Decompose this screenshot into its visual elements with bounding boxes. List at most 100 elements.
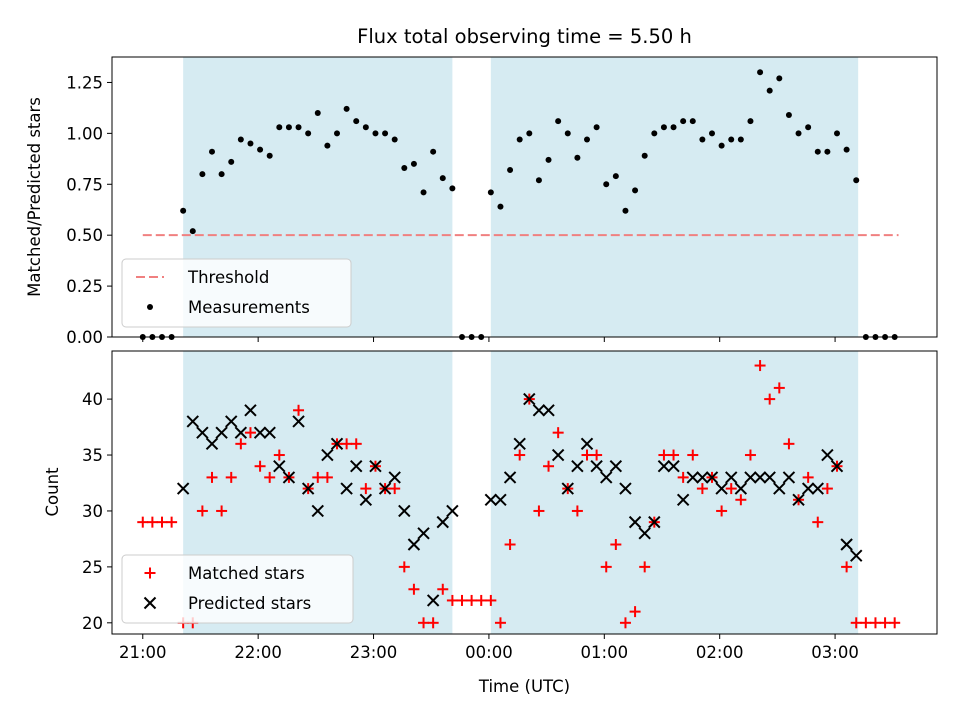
matched-star-point bbox=[744, 449, 756, 461]
measurement-point bbox=[516, 136, 523, 143]
predicted-star-point bbox=[282, 471, 296, 484]
matched-star-point bbox=[783, 438, 795, 450]
count-panel-frame bbox=[111, 350, 938, 635]
predicted-star-point bbox=[378, 482, 392, 495]
measurement-point bbox=[334, 130, 340, 137]
matched-star-point bbox=[137, 516, 149, 528]
measurement-point bbox=[622, 207, 629, 214]
observing-interval bbox=[490, 351, 859, 634]
predicted-star-point bbox=[292, 415, 305, 428]
predicted-star-point bbox=[580, 437, 594, 451]
matched-star-point bbox=[427, 617, 439, 629]
y-tick-label: 25 bbox=[82, 558, 103, 577]
predicted-star-point bbox=[638, 527, 651, 540]
measurement-point bbox=[718, 142, 725, 149]
measurement-point bbox=[814, 148, 821, 155]
y-tick-label: 0.00 bbox=[66, 328, 103, 347]
predicted-star-point bbox=[590, 460, 603, 473]
count-legend: Matched stars Predicted stars bbox=[121, 554, 354, 624]
legend-label: Matched stars bbox=[188, 564, 305, 583]
measurement-point bbox=[824, 148, 831, 155]
measurement-point bbox=[228, 158, 235, 165]
predicted-star-point bbox=[205, 437, 219, 451]
predicted-star-point bbox=[513, 437, 526, 451]
matched-star-point bbox=[543, 460, 555, 472]
predicted-star-point bbox=[705, 471, 719, 484]
predicted-star-point bbox=[676, 493, 690, 506]
ratio-y-label: Matched/Predicted stars bbox=[25, 97, 44, 297]
matched-star-point bbox=[360, 483, 372, 495]
x-tick-label: 23:00 bbox=[350, 643, 398, 662]
ratio-legend: Threshold Measurements bbox=[121, 258, 352, 328]
predicted-star-point bbox=[273, 460, 286, 473]
predicted-star-point bbox=[234, 426, 248, 439]
matched-stars-series bbox=[137, 360, 901, 629]
y-tick-label: 1.25 bbox=[66, 73, 103, 92]
matched-star-point bbox=[860, 617, 872, 629]
predicted-star-point bbox=[369, 460, 382, 473]
measurement-point bbox=[237, 136, 244, 143]
matched-star-point bbox=[600, 561, 612, 573]
predicted-star-point bbox=[744, 471, 757, 484]
predicted-star-point bbox=[850, 549, 863, 562]
ratio-x-axis bbox=[142, 337, 836, 342]
matched-star-point bbox=[821, 483, 833, 495]
matched-star-point bbox=[504, 539, 516, 551]
measurement-point bbox=[420, 189, 427, 196]
measurement-point bbox=[785, 112, 792, 119]
observing-interval bbox=[490, 57, 859, 337]
measurement-point bbox=[651, 130, 658, 137]
matched-star-point bbox=[225, 471, 237, 483]
matched-star-point bbox=[341, 438, 353, 450]
matched-star-point bbox=[668, 449, 680, 461]
matched-star-point bbox=[437, 583, 449, 595]
matched-star-point bbox=[389, 483, 401, 495]
matched-star-point bbox=[889, 617, 901, 629]
matched-star-point bbox=[398, 561, 410, 573]
measurement-point bbox=[526, 130, 533, 137]
measurement-point bbox=[497, 203, 504, 210]
matched-star-point bbox=[156, 516, 168, 528]
measurement-point bbox=[324, 142, 331, 149]
x-tick-label: 01:00 bbox=[581, 643, 629, 662]
predicted-star-point bbox=[830, 460, 844, 473]
legend-predicted-swatch bbox=[143, 596, 157, 610]
y-tick-label: 30 bbox=[82, 502, 103, 521]
matched-star-point bbox=[321, 471, 333, 483]
predicted-star-point bbox=[792, 493, 805, 506]
matched-star-point bbox=[773, 382, 785, 394]
legend-box bbox=[121, 258, 352, 328]
x-tick-label: 22:00 bbox=[234, 643, 282, 662]
predicted-star-point bbox=[417, 527, 430, 540]
y-tick-label: 35 bbox=[82, 446, 103, 465]
measurement-point bbox=[805, 124, 812, 131]
predicted-star-point bbox=[667, 460, 680, 473]
measurement-point bbox=[266, 152, 273, 159]
predicted-star-point bbox=[753, 471, 767, 484]
predicted-star-point bbox=[359, 493, 373, 506]
count-y-label: Count bbox=[43, 467, 62, 517]
matched-star-point bbox=[716, 505, 728, 517]
predicted-star-point bbox=[446, 504, 459, 518]
measurement-point bbox=[776, 75, 783, 82]
matched-star-point bbox=[581, 449, 593, 461]
matched-star-point bbox=[533, 505, 545, 517]
predicted-star-point bbox=[773, 482, 786, 495]
predicted-star-point bbox=[186, 415, 199, 428]
matched-star-point bbox=[408, 583, 420, 595]
matched-star-point bbox=[456, 594, 468, 606]
matched-star-point bbox=[146, 516, 158, 528]
measurement-point bbox=[209, 148, 215, 155]
y-tick-label: 1.00 bbox=[66, 124, 103, 143]
predicted-star-point bbox=[301, 482, 315, 495]
measurement-point bbox=[641, 152, 648, 159]
predicted-star-point bbox=[801, 482, 815, 495]
matched-star-point bbox=[312, 471, 324, 483]
predicted-star-point bbox=[176, 482, 190, 495]
matched-star-point bbox=[254, 460, 266, 472]
measurement-point bbox=[507, 167, 514, 174]
ratio-panel-frame bbox=[111, 56, 938, 338]
matched-star-point bbox=[216, 505, 228, 517]
predicted-star-point bbox=[763, 471, 776, 484]
predicted-star-point bbox=[388, 471, 401, 484]
